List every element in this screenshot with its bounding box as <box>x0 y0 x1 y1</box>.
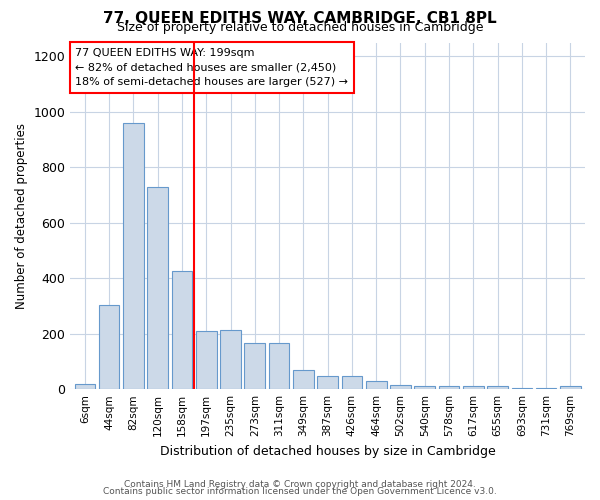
Bar <box>293 370 314 389</box>
Text: 77 QUEEN EDITHS WAY: 199sqm
← 82% of detached houses are smaller (2,450)
18% of : 77 QUEEN EDITHS WAY: 199sqm ← 82% of det… <box>76 48 349 88</box>
Bar <box>487 386 508 389</box>
X-axis label: Distribution of detached houses by size in Cambridge: Distribution of detached houses by size … <box>160 444 496 458</box>
Bar <box>148 186 168 389</box>
Bar <box>220 330 241 389</box>
Bar <box>560 386 581 389</box>
Bar <box>366 382 386 389</box>
Bar <box>390 385 411 389</box>
Bar <box>99 304 119 389</box>
Bar <box>74 384 95 389</box>
Text: 77, QUEEN EDITHS WAY, CAMBRIDGE, CB1 8PL: 77, QUEEN EDITHS WAY, CAMBRIDGE, CB1 8PL <box>103 11 497 26</box>
Bar <box>196 331 217 389</box>
Text: Contains HM Land Registry data © Crown copyright and database right 2024.: Contains HM Land Registry data © Crown c… <box>124 480 476 489</box>
Bar <box>244 344 265 389</box>
Bar <box>415 386 435 389</box>
Y-axis label: Number of detached properties: Number of detached properties <box>15 123 28 309</box>
Bar <box>269 344 289 389</box>
Text: Size of property relative to detached houses in Cambridge: Size of property relative to detached ho… <box>117 22 483 35</box>
Bar <box>439 386 460 389</box>
Bar <box>172 272 192 389</box>
Bar <box>341 376 362 389</box>
Bar <box>512 388 532 389</box>
Text: Contains public sector information licensed under the Open Government Licence v3: Contains public sector information licen… <box>103 487 497 496</box>
Bar <box>536 388 556 389</box>
Bar <box>317 376 338 389</box>
Bar <box>123 123 144 389</box>
Bar <box>463 386 484 389</box>
